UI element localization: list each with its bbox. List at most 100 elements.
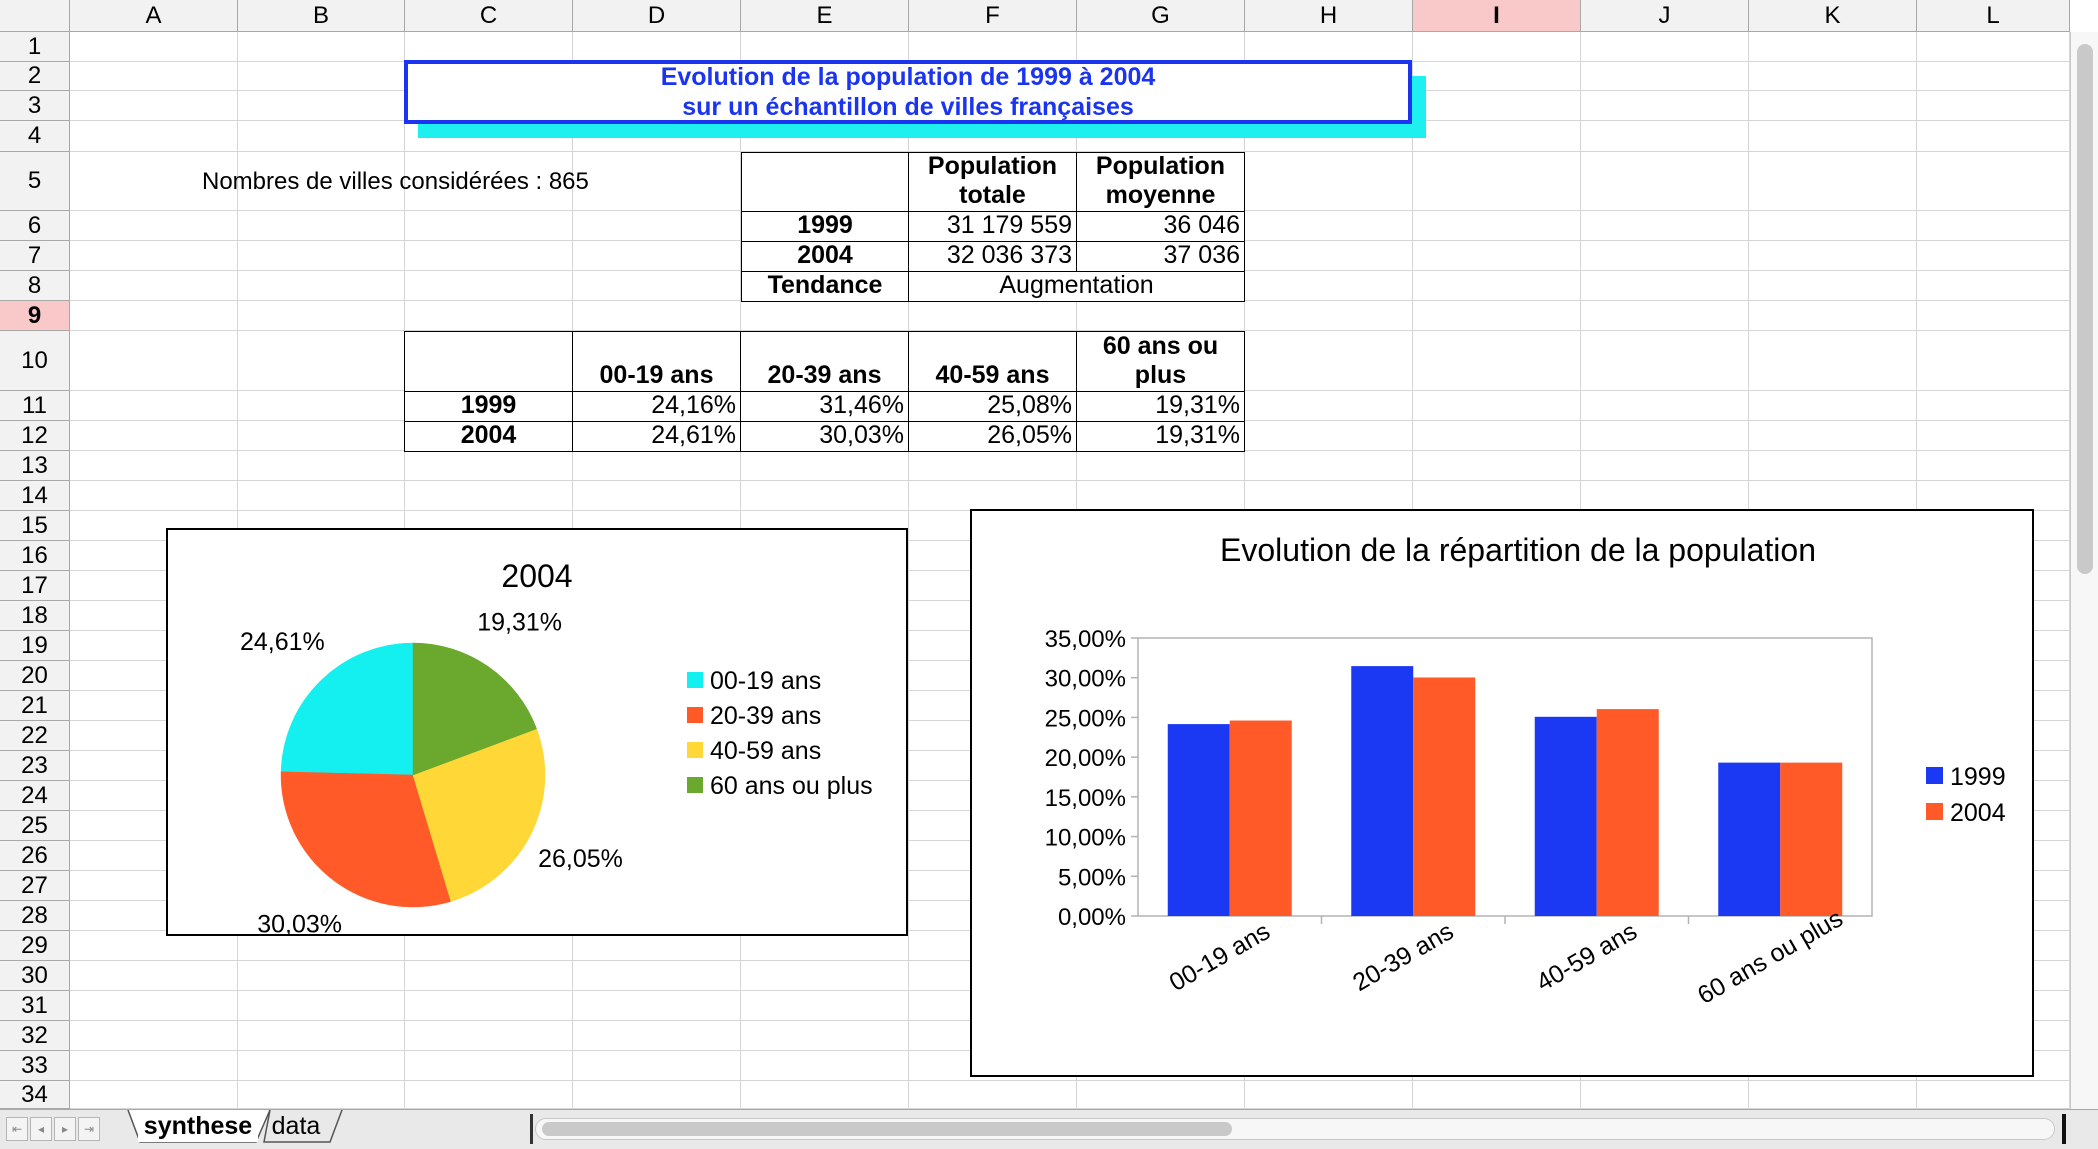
row-header-10[interactable]: 10 xyxy=(0,331,70,391)
age-row-label[interactable]: 2004 xyxy=(404,421,573,452)
column-header-k[interactable]: K xyxy=(1749,0,1917,32)
age-value-cell[interactable]: 25,08% xyxy=(908,391,1077,422)
column-header-j[interactable]: J xyxy=(1581,0,1749,32)
row-header-7[interactable]: 7 xyxy=(0,241,70,271)
horizontal-scrollbar[interactable] xyxy=(535,1118,2055,1140)
age-value-cell[interactable]: 24,16% xyxy=(572,391,741,422)
trend-label[interactable]: Tendance xyxy=(741,271,909,302)
bar-1999-1[interactable] xyxy=(1351,666,1414,916)
header-population-total[interactable]: Population totale xyxy=(908,152,1077,212)
row-header-16[interactable]: 16 xyxy=(0,541,70,571)
column-header-f[interactable]: F xyxy=(909,0,1077,32)
age-header-1[interactable]: 20-39 ans xyxy=(740,331,909,392)
row-header-24[interactable]: 24 xyxy=(0,781,70,811)
row-header-15[interactable]: 15 xyxy=(0,511,70,541)
age-header-2[interactable]: 40-59 ans xyxy=(908,331,1077,392)
bar-1999-2[interactable] xyxy=(1534,716,1597,916)
row-header-11[interactable]: 11 xyxy=(0,391,70,421)
population-total-cell[interactable]: 31 179 559 xyxy=(908,211,1077,242)
first-sheet-icon[interactable]: ⇤ xyxy=(6,1117,28,1141)
pie-slice-0[interactable] xyxy=(280,642,414,776)
pie-slice-1[interactable] xyxy=(280,771,452,908)
row-header-12[interactable]: 12 xyxy=(0,421,70,451)
age-value-cell[interactable]: 30,03% xyxy=(740,421,909,452)
bar-1999-0[interactable] xyxy=(1167,724,1230,916)
bar-chart[interactable]: Evolution de la répartition de la popula… xyxy=(970,509,2034,1077)
vertical-scrollbar[interactable] xyxy=(2070,32,2098,1109)
column-header-d[interactable]: D xyxy=(573,0,741,32)
trend-value[interactable]: Augmentation xyxy=(908,271,1245,302)
row-header-28[interactable]: 28 xyxy=(0,901,70,931)
row-header-34[interactable]: 34 xyxy=(0,1081,70,1109)
row-header-20[interactable]: 20 xyxy=(0,661,70,691)
row-header-29[interactable]: 29 xyxy=(0,931,70,961)
split-handle[interactable] xyxy=(2062,1114,2066,1144)
row-header-6[interactable]: 6 xyxy=(0,211,70,241)
bar-2004-0[interactable] xyxy=(1229,720,1292,916)
row-header-21[interactable]: 21 xyxy=(0,691,70,721)
row-header-2[interactable]: 2 xyxy=(0,62,70,91)
age-value-cell[interactable]: 19,31% xyxy=(1076,421,1245,452)
bar-2004-3[interactable] xyxy=(1780,762,1843,916)
population-row-label[interactable]: 2004 xyxy=(741,241,909,272)
age-value-cell[interactable]: 31,46% xyxy=(740,391,909,422)
age-row-label[interactable]: 1999 xyxy=(404,391,573,422)
vertical-scrollbar-thumb[interactable] xyxy=(2077,44,2093,574)
age-table-corner[interactable] xyxy=(404,331,573,392)
age-header-0[interactable]: 00-19 ans xyxy=(572,331,741,392)
column-header-a[interactable]: A xyxy=(70,0,238,32)
row-header-33[interactable]: 33 xyxy=(0,1051,70,1081)
row-header-8[interactable]: 8 xyxy=(0,271,70,301)
row-header-19[interactable]: 19 xyxy=(0,631,70,661)
row-header-22[interactable]: 22 xyxy=(0,721,70,751)
row-header-23[interactable]: 23 xyxy=(0,751,70,781)
column-header-e[interactable]: E xyxy=(741,0,909,32)
last-sheet-icon[interactable]: ⇥ xyxy=(78,1117,100,1141)
row-header-17[interactable]: 17 xyxy=(0,571,70,601)
population-total-cell[interactable]: 32 036 373 xyxy=(908,241,1077,272)
row-header-30[interactable]: 30 xyxy=(0,961,70,991)
horizontal-scrollbar-thumb[interactable] xyxy=(542,1122,1232,1136)
column-header-c[interactable]: C xyxy=(405,0,573,32)
row-header-5[interactable]: 5 xyxy=(0,152,70,211)
age-value-cell[interactable]: 26,05% xyxy=(908,421,1077,452)
tab-synthese[interactable]: synthese xyxy=(138,1110,258,1142)
column-header-g[interactable]: G xyxy=(1077,0,1245,32)
row-header-25[interactable]: 25 xyxy=(0,811,70,841)
row-header-26[interactable]: 26 xyxy=(0,841,70,871)
column-header-i[interactable]: I xyxy=(1413,0,1581,32)
city-count-label[interactable]: Nombres de villes considérées : 865 xyxy=(202,168,589,195)
population-average-cell[interactable]: 37 036 xyxy=(1076,241,1245,272)
row-header-32[interactable]: 32 xyxy=(0,1021,70,1051)
next-sheet-icon[interactable]: ▸ xyxy=(54,1117,76,1141)
population-average-cell[interactable]: 36 046 xyxy=(1076,211,1245,242)
age-header-3[interactable]: 60 ans ou plus xyxy=(1076,331,1245,392)
row-header-4[interactable]: 4 xyxy=(0,121,70,152)
column-header-h[interactable]: H xyxy=(1245,0,1413,32)
bar-2004-1[interactable] xyxy=(1413,677,1476,916)
row-header-1[interactable]: 1 xyxy=(0,32,70,62)
age-value-cell[interactable]: 24,61% xyxy=(572,421,741,452)
pie-slice-3[interactable] xyxy=(412,642,537,776)
row-header-3[interactable]: 3 xyxy=(0,91,70,121)
pie-chart[interactable]: 2004 24,61% 30,03% 26,05% 19,31% 00-19 ans 20-… xyxy=(166,528,908,939)
row-header-18[interactable]: 18 xyxy=(0,601,70,631)
select-all-corner[interactable] xyxy=(0,0,70,32)
age-value-cell[interactable]: 19,31% xyxy=(1076,391,1245,422)
bar-1999-3[interactable] xyxy=(1718,762,1781,916)
row-header-14[interactable]: 14 xyxy=(0,481,70,511)
row-header-13[interactable]: 13 xyxy=(0,451,70,481)
row-header-27[interactable]: 27 xyxy=(0,871,70,901)
tab-splitter[interactable] xyxy=(530,1114,533,1144)
row-header-31[interactable]: 31 xyxy=(0,991,70,1021)
population-row-label[interactable]: 1999 xyxy=(741,211,909,242)
bar-2004-2[interactable] xyxy=(1596,709,1659,916)
row-header-9[interactable]: 9 xyxy=(0,301,70,331)
prev-sheet-icon[interactable]: ◂ xyxy=(30,1117,52,1141)
header-population-average[interactable]: Population moyenne xyxy=(1076,152,1245,212)
column-header-b[interactable]: B xyxy=(238,0,405,32)
column-header-l[interactable]: L xyxy=(1917,0,2070,32)
population-table-corner[interactable] xyxy=(741,152,909,212)
pie-slice-2[interactable] xyxy=(412,728,546,902)
tab-data[interactable]: data xyxy=(271,1111,321,1140)
